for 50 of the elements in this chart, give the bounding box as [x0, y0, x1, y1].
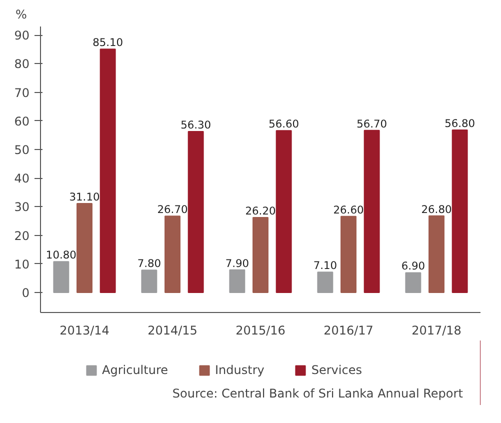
y-tick-label: 20 [14, 228, 30, 243]
x-tick-label: 2017/18 [412, 324, 462, 338]
data-label: 7.10 [313, 259, 338, 272]
legend-label: Industry [215, 363, 264, 377]
data-label: 10.80 [46, 248, 77, 262]
data-label: 7.80 [137, 257, 162, 270]
legend-label: Agriculture [102, 363, 168, 377]
data-label: 26.60 [333, 203, 364, 216]
data-label: 26.70 [157, 203, 188, 216]
y-tick-label: 30 [14, 200, 30, 214]
bar [76, 203, 92, 293]
data-label: 56.30 [180, 118, 212, 132]
bar [405, 272, 422, 293]
bar [188, 130, 204, 293]
data-label: 26.20 [245, 204, 276, 218]
bar [252, 217, 268, 293]
y-tick-label: 50 [14, 142, 30, 157]
bar [141, 270, 158, 293]
y-tick-label: 70 [14, 86, 30, 100]
data-label: 56.80 [444, 117, 476, 130]
x-tick-label: 2013/14 [60, 324, 110, 338]
y-tick-label: 90 [14, 28, 30, 43]
legend-label: Services [311, 363, 362, 377]
data-label: 85.10 [92, 36, 124, 50]
x-tick-label: 2016/17 [324, 324, 374, 338]
bar [53, 261, 70, 293]
source-note: Source: Central Bank of Sri Lanka Annual Report [172, 386, 464, 400]
y-tick-label: 10 [14, 257, 30, 272]
y-tick-label: 80 [14, 57, 30, 72]
data-label: 6.90 [401, 260, 426, 273]
y-tick-label: 0 [22, 286, 30, 300]
y-tick-label: 60 [14, 114, 30, 128]
bar [364, 130, 380, 293]
y-axis-title: % [16, 8, 27, 22]
data-label: 26.80 [421, 202, 452, 216]
y-tick-label: 40 [14, 172, 30, 186]
bar [276, 130, 292, 293]
bar [428, 215, 444, 293]
bar [452, 130, 468, 293]
data-label: 7.90 [225, 256, 250, 270]
data-label: 56.70 [356, 117, 388, 130]
x-tick-label: 2015/16 [236, 324, 286, 338]
data-label: 56.60 [268, 118, 300, 131]
bar [229, 269, 246, 293]
bar [340, 216, 356, 293]
bar [100, 48, 116, 293]
data-label: 31.10 [69, 190, 100, 204]
x-tick-label: 2014/15 [148, 324, 198, 338]
bar [317, 272, 334, 293]
bar [164, 216, 180, 293]
